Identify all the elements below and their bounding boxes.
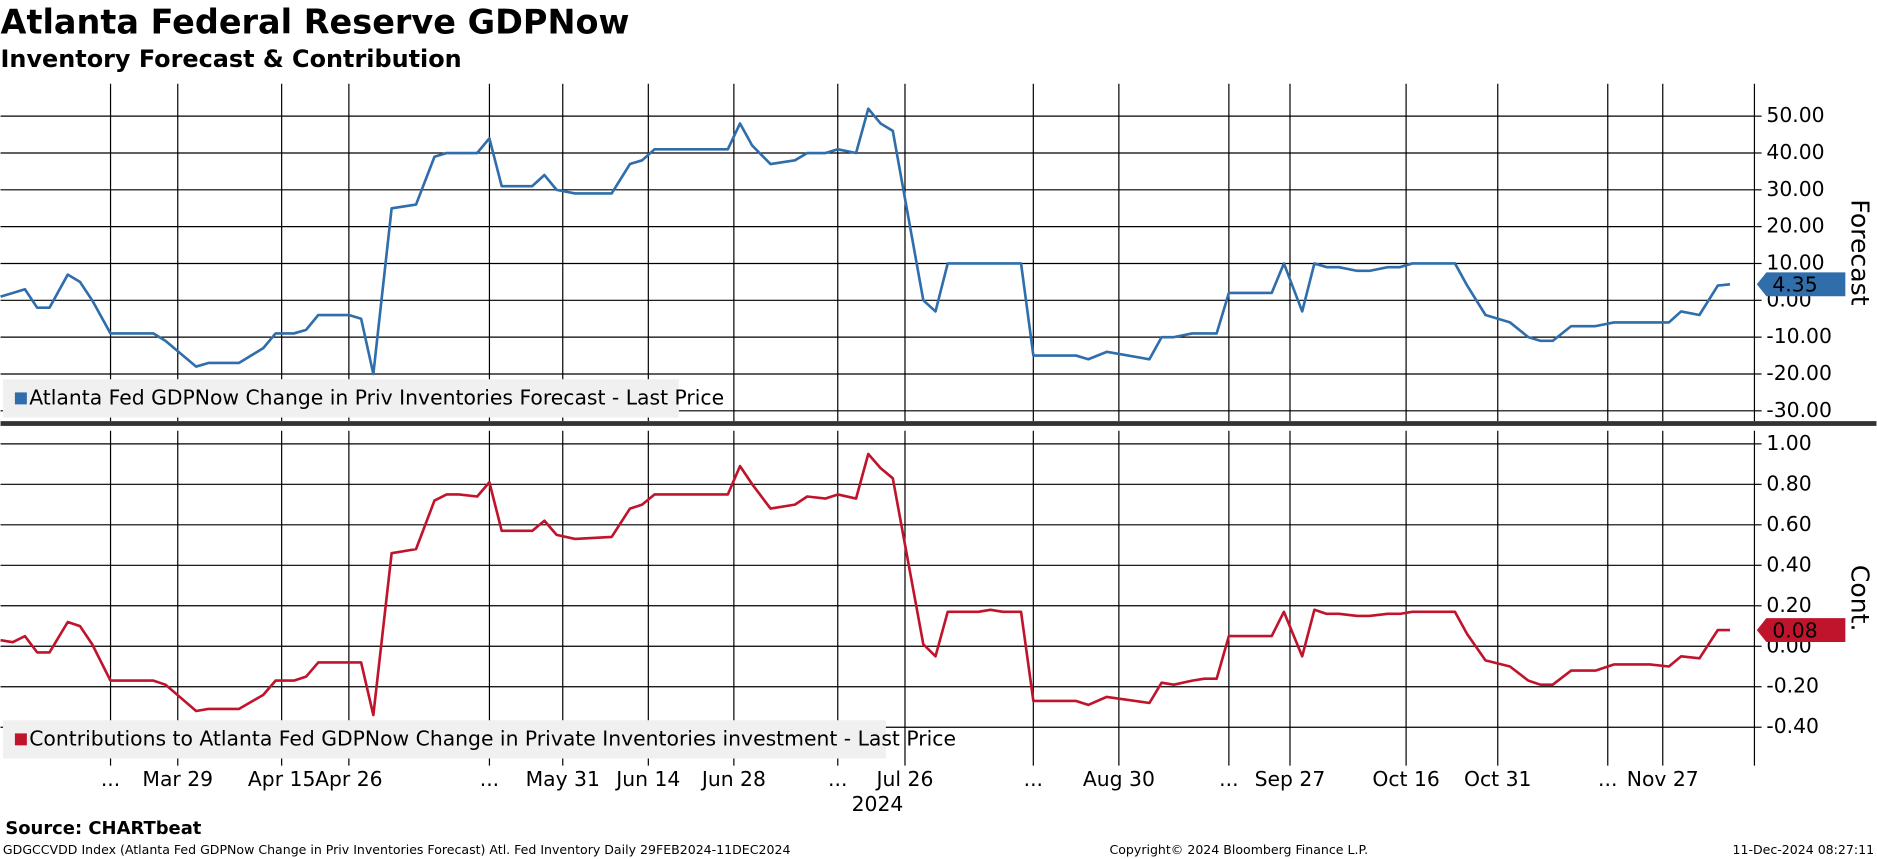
x-tick-label: Jun 28	[700, 767, 766, 791]
last-value-tag	[1756, 272, 1846, 297]
y-tick-label: 20.00	[1766, 214, 1824, 238]
last-value-label: 0.08	[1772, 618, 1817, 642]
y-axis-label: Forecast	[1846, 199, 1875, 305]
y-tick-label: 0.20	[1766, 593, 1811, 617]
x-tick-label: ...	[1598, 767, 1617, 791]
source: Source: CHARTbeat	[5, 818, 201, 839]
x-tick-label: ...	[101, 767, 120, 791]
legend-label: Atlanta Fed GDPNow Change in Priv Invent…	[29, 385, 724, 409]
y-tick-label: 0.80	[1766, 471, 1811, 495]
y-tick-label: -30.00	[1766, 398, 1832, 422]
legend-box	[2, 379, 679, 418]
chart-title: Atlanta Federal Reserve GDPNow	[1, 2, 630, 41]
x-tick-label: Oct 31	[1464, 767, 1531, 791]
y-tick-label: 10.00	[1766, 250, 1824, 274]
chart-subtitle: Inventory Forecast & Contribution	[1, 45, 462, 73]
timestamp: 11-Dec-2024 08:27:11	[1732, 842, 1874, 857]
y-tick-label: 50.00	[1766, 103, 1824, 127]
y-axis-label: Cont.	[1846, 565, 1875, 632]
copyright: Copyright© 2024 Bloomberg Finance L.P.	[1110, 842, 1369, 857]
x-tick-label: Jun 14	[614, 767, 680, 791]
x-tick-label: Sep 27	[1255, 767, 1326, 791]
legend-box	[2, 720, 886, 759]
legend-swatch	[14, 733, 27, 746]
x-tick-label: May 31	[526, 767, 600, 791]
x-tick-label: Aug 30	[1083, 767, 1155, 791]
x-tick-label: ...	[1024, 767, 1043, 791]
legend-label: Contributions to Atlanta Fed GDPNow Chan…	[29, 726, 956, 750]
panel-separator	[0, 421, 1877, 426]
x-axis-label: 2024	[852, 792, 904, 816]
x-tick-label: Jul 26	[875, 767, 934, 791]
last-value-label: 4.35	[1772, 272, 1817, 296]
y-tick-label: 0.40	[1766, 552, 1811, 576]
y-tick-label: -0.20	[1766, 674, 1819, 698]
y-tick-label: 30.00	[1766, 177, 1824, 201]
y-tick-label: 40.00	[1766, 140, 1824, 164]
legend-swatch	[14, 392, 27, 405]
x-tick-label: Apr 26	[315, 767, 383, 791]
series-line	[0, 452, 1731, 717]
y-tick-label: 0.60	[1766, 512, 1811, 536]
x-tick-label: ...	[480, 767, 499, 791]
x-tick-label: ...	[828, 767, 847, 791]
y-tick-label: -0.40	[1766, 714, 1819, 738]
y-tick-label: 1.00	[1766, 431, 1811, 455]
footer-description: GDGCCVDD Index (Atlanta Fed GDPNow Chang…	[3, 842, 791, 857]
x-tick-label: ...	[1219, 767, 1238, 791]
x-tick-label: Oct 16	[1372, 767, 1439, 791]
series-line	[0, 107, 1731, 376]
last-value-tag	[1756, 618, 1846, 643]
x-tick-label: Apr 15	[248, 767, 316, 791]
y-tick-label: -20.00	[1766, 361, 1832, 385]
x-tick-label: Nov 27	[1627, 767, 1699, 791]
x-tick-label: Mar 29	[142, 767, 213, 791]
y-tick-label: -10.00	[1766, 324, 1832, 348]
